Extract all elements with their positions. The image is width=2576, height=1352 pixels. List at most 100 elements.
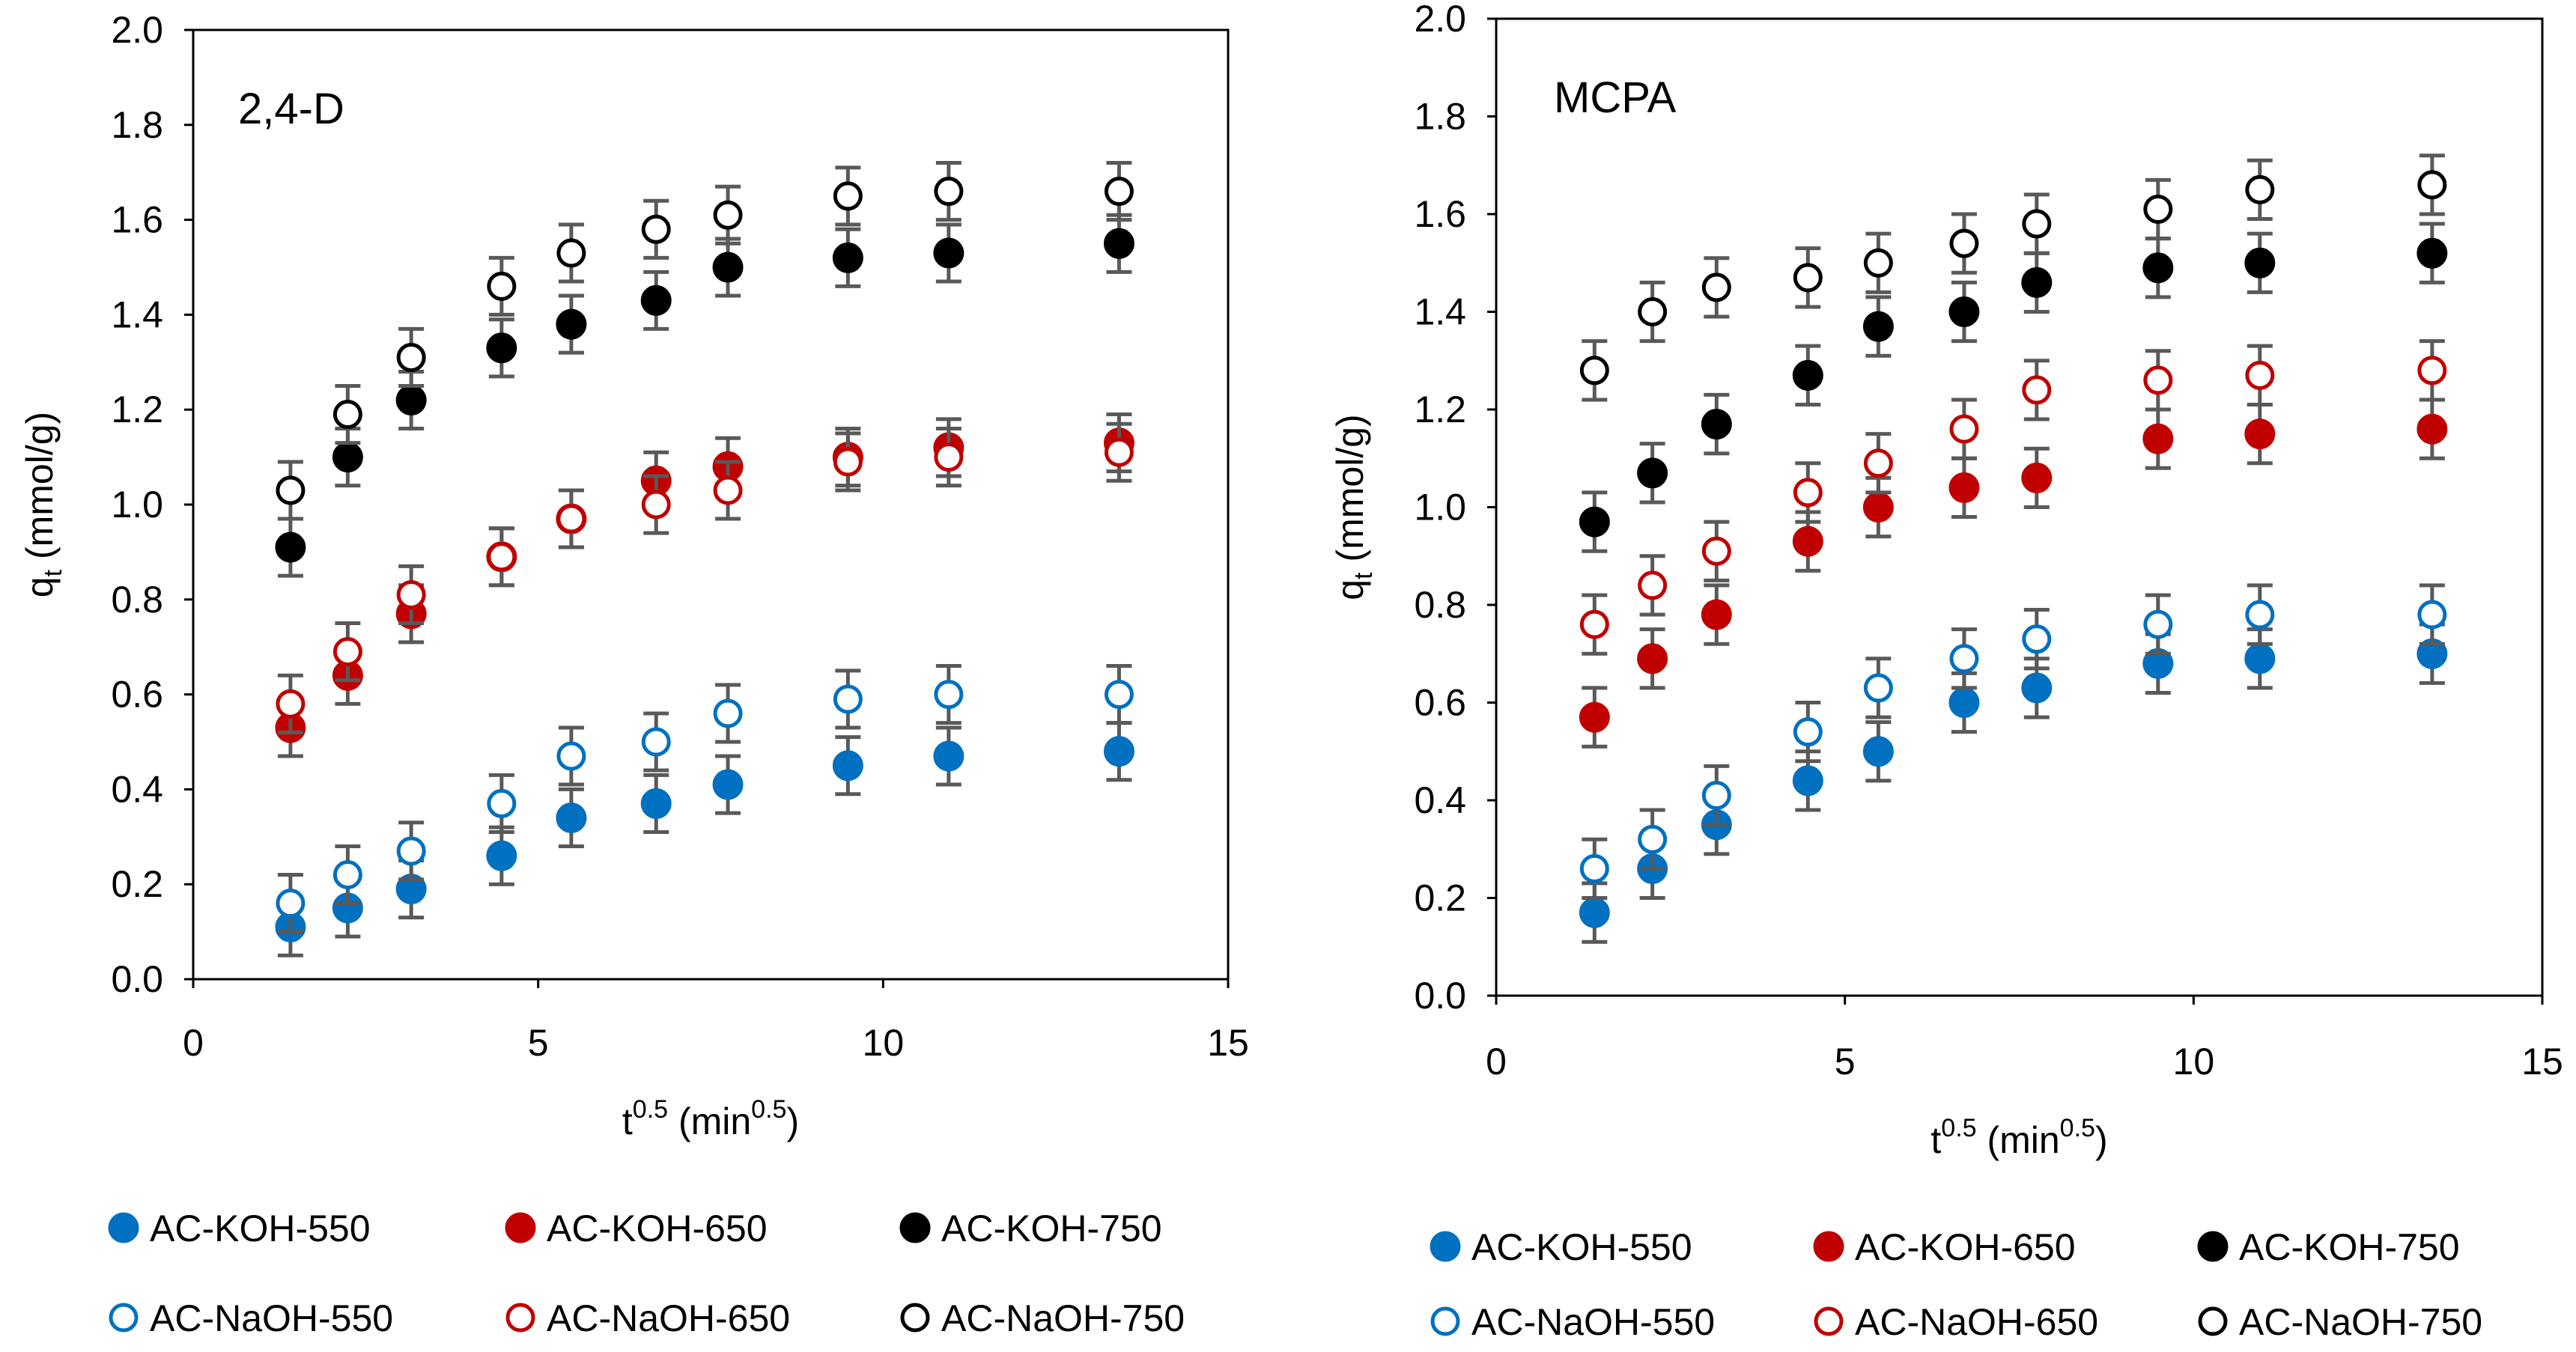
data-point (1701, 536, 1731, 566)
series-AC-NaOH-550 (1579, 583, 2447, 900)
data-point (1701, 780, 1731, 810)
data-point (1949, 644, 1979, 674)
x-axis-label-base: t (622, 1100, 633, 1142)
data-point (486, 332, 517, 364)
data-point (712, 252, 744, 283)
data-point (1103, 736, 1134, 767)
data-point (1792, 765, 1823, 797)
x-axis-label-unit-sup: 0.5 (751, 1095, 786, 1124)
data-point (833, 447, 863, 477)
data-point (1701, 409, 1732, 440)
y-tick-label: 1.4 (1414, 291, 1466, 333)
data-point (1792, 526, 1823, 557)
y-tick-label: 0.0 (1414, 975, 1466, 1017)
y-tick-label: 0.2 (1414, 877, 1466, 919)
y-tick-label: 0.2 (111, 863, 163, 905)
data-point (395, 385, 427, 416)
data-point (1103, 228, 1134, 259)
data-point (2143, 609, 2173, 639)
data-point (1104, 437, 1134, 467)
x-axis-label-close: ) (786, 1100, 799, 1142)
data-point (332, 442, 363, 473)
y-tick-label: 1.6 (1414, 193, 1466, 235)
chart-panel-2: 0.0 0.2 0.4 0.6 0.8 1.0 1.2 1.4 1.6 1.8 2.0 0 5 10 15 M… (1329, 0, 2563, 1343)
y-axis-label-base: q (1329, 579, 1371, 600)
x-axis-label-sup: 0.5 (1941, 1114, 1976, 1142)
legend-marker (900, 1303, 930, 1333)
y-axis-label-base: q (19, 576, 61, 597)
legend-label: AC-NaOH-750 (941, 1297, 1185, 1339)
data-point (1701, 599, 1732, 630)
data-point (1863, 673, 1893, 703)
data-point (2417, 170, 2447, 200)
data-point (1701, 272, 1731, 302)
x-axis-label-base: t (1931, 1119, 1941, 1161)
y-tick-label: 0.4 (1414, 779, 1466, 821)
data-point (832, 750, 863, 782)
data-point (332, 860, 362, 890)
data-point (2245, 360, 2275, 390)
series-AC-KOH-750 (1579, 222, 2448, 553)
data-point (275, 532, 306, 563)
data-point (832, 242, 863, 273)
y-axis-label-unit: (mmol/g) (19, 412, 61, 570)
x-tick-label: 5 (1835, 1041, 1856, 1082)
data-point (1862, 311, 1894, 342)
chart-title: 2,4-D (238, 85, 344, 133)
data-point (934, 442, 964, 472)
data-point (833, 181, 863, 211)
data-point (2021, 672, 2053, 704)
legend-label: AC-KOH-750 (941, 1208, 1162, 1249)
series-AC-NaOH-750 (276, 161, 1134, 521)
legend-label: AC-KOH-550 (1471, 1226, 1692, 1268)
data-point (1104, 680, 1134, 710)
data-point (396, 342, 426, 372)
x-tick-label: 0 (1486, 1041, 1507, 1082)
y-tick-label: 0.8 (1414, 584, 1466, 626)
legend-marker (2198, 1306, 2228, 1336)
data-point (641, 490, 671, 520)
x-tick-label: 10 (863, 1022, 905, 1064)
data-point (934, 177, 964, 207)
data-point (1949, 414, 1979, 444)
data-point (640, 788, 672, 819)
data-point (1948, 296, 1980, 327)
data-point (556, 504, 586, 534)
legend-marker (1430, 1231, 1461, 1262)
y-tick-label: 0.6 (111, 674, 163, 716)
data-point (1579, 701, 1610, 733)
data-point (641, 727, 671, 757)
data-point (276, 475, 306, 505)
data-point (833, 684, 863, 714)
x-tick-label: 5 (528, 1022, 549, 1064)
data-point (2142, 252, 2174, 284)
data-point (276, 689, 306, 719)
data-point (1579, 609, 1609, 639)
x-axis-label-unit-sup: 0.5 (2060, 1114, 2095, 1142)
chart-panel-1: 0.0 0.2 0.4 0.6 0.8 1.0 1.2 1.4 1.6 1.8 2.0 0 5 10 15 2… (19, 9, 1249, 1339)
series-AC-KOH-750 (275, 213, 1134, 578)
y-tick-label: 1.0 (1414, 487, 1466, 529)
y-axis-label-unit: (mmol/g) (1329, 414, 1371, 572)
x-axis-label: t0.5 (min0.5) (1931, 1114, 2107, 1161)
y-tick-label: 0.8 (111, 579, 163, 621)
data-point (1863, 248, 1893, 278)
data-point (713, 475, 743, 505)
series-AC-NaOH-650 (1579, 339, 2447, 656)
legend-marker (1813, 1231, 1844, 1262)
legend-label: AC-KOH-650 (547, 1208, 768, 1249)
data-point (1793, 263, 1823, 293)
series-AC-NaOH-650 (276, 421, 1134, 734)
data-point (556, 802, 587, 833)
data-point (2416, 237, 2448, 269)
data-point (2244, 247, 2276, 278)
data-point (1862, 492, 1894, 523)
series-AC-NaOH-550 (276, 664, 1134, 934)
data-point (1793, 478, 1823, 508)
data-point (934, 680, 964, 710)
y-tick-label: 2.0 (1414, 0, 1466, 40)
data-point (2143, 194, 2173, 224)
data-point (1948, 687, 1980, 718)
y-tick-label: 0.6 (1414, 682, 1466, 724)
